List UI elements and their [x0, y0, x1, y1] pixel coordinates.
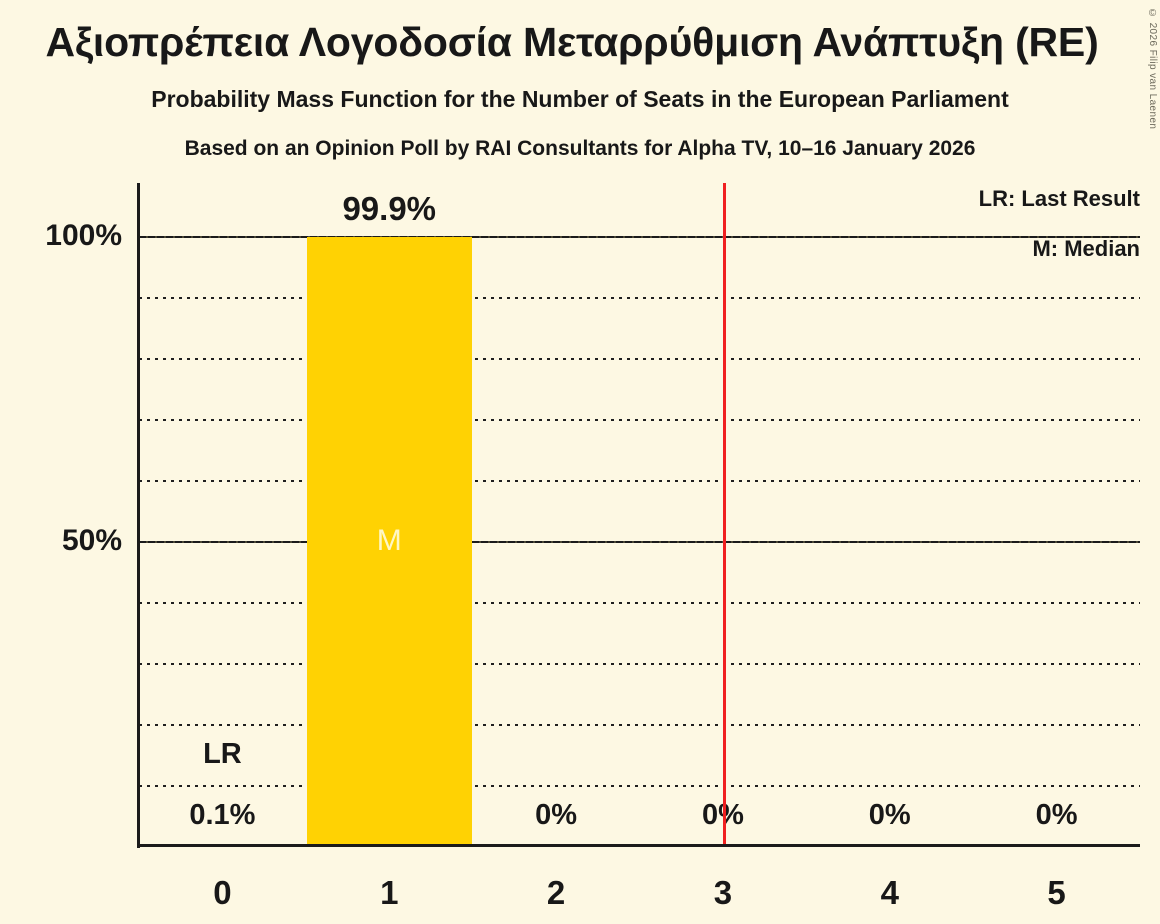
gridline-solid [139, 235, 1140, 238]
gridline-dotted [139, 480, 1140, 482]
plot-area: M0.1%99.9%0%0%0%0%LR [139, 183, 1140, 846]
gridline-dotted [139, 419, 1140, 421]
gridline-solid [139, 540, 1140, 543]
median-marker: M [376, 524, 402, 557]
page-title: Αξιοπρέπεια Λογοδοσία Μεταρρύθμιση Ανάπτ… [45, 19, 1099, 65]
legend-median: M: Median [1032, 236, 1140, 261]
last-result-marker: LR [203, 738, 242, 770]
y-axis-line [137, 183, 140, 848]
x-axis-tick-label: 0 [213, 874, 232, 911]
legend-last-result: LR: Last Result [978, 186, 1140, 211]
x-axis-tick-label: 4 [880, 874, 899, 911]
bar-value-label: 0% [868, 799, 911, 831]
bar: M [306, 236, 472, 846]
chart-source-line: Based on an Opinion Poll by RAI Consulta… [184, 137, 976, 160]
bar-value-label: 99.9% [342, 190, 437, 227]
copyright-notice: © 2026 Filip van Laenen [1147, 8, 1158, 130]
gridline-dotted [139, 724, 1140, 726]
x-axis-tick-label: 2 [546, 874, 566, 911]
bar-value-label: 0.1% [189, 799, 256, 831]
chart-subtitle: Probability Mass Function for the Number… [151, 86, 1009, 112]
x-axis-line [137, 844, 1140, 847]
x-axis-tick-label: 3 [713, 874, 733, 911]
y-axis-tick-50: 50% [61, 524, 122, 557]
gridline-dotted [139, 297, 1140, 299]
x-axis-tick-label: 1 [380, 874, 399, 911]
gridline-dotted [139, 602, 1140, 604]
gridline-dotted [139, 358, 1140, 360]
last-result-line [722, 183, 726, 846]
bar-value-label: 0% [1035, 799, 1078, 831]
x-axis-tick-label: 5 [1047, 874, 1066, 911]
gridline-dotted [139, 663, 1140, 665]
y-axis-tick-100: 100% [45, 219, 122, 252]
bar-value-label: 0% [535, 799, 578, 831]
gridline-dotted [139, 785, 1140, 787]
